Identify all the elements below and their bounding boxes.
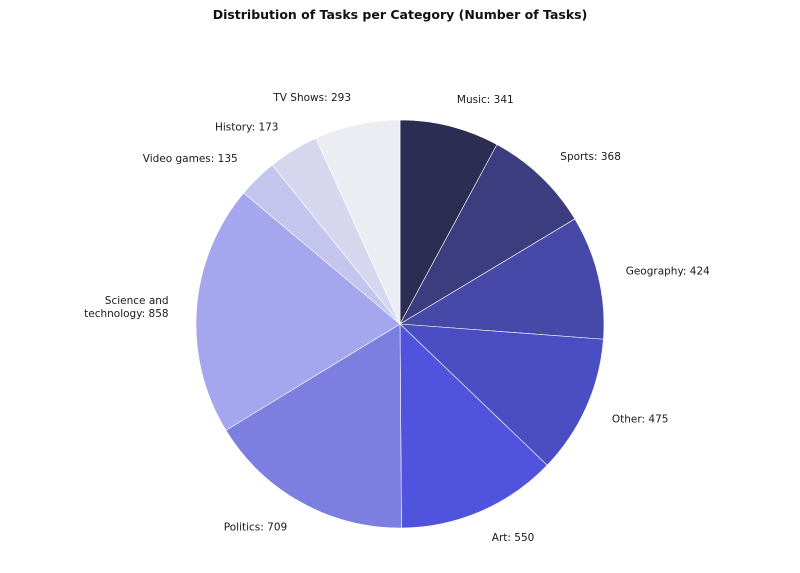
pie-slice-politics (225, 323, 402, 529)
slice-label-geography: Geography: 424 (626, 265, 710, 277)
slice-label-other: Other: 475 (612, 414, 669, 426)
pie-slices (195, 119, 605, 529)
slice-label-politics: Politics: 709 (224, 522, 287, 534)
slice-label-art: Art: 550 (492, 532, 535, 544)
pie-slice-geography (399, 218, 605, 340)
slice-label-video-games: Video games: 135 (143, 153, 238, 165)
pie-slice-sports (399, 144, 576, 325)
slice-label-music: Music: 341 (457, 94, 514, 106)
slice-label-tv-shows: TV Shows: 293 (272, 92, 351, 104)
pie-slice-tv-shows (315, 119, 401, 325)
pie-slice-other (399, 323, 604, 466)
slice-label-history: History: 173 (215, 121, 279, 133)
chart-title: Distribution of Tasks per Category (Numb… (212, 7, 588, 22)
pie-slice-art (399, 323, 548, 529)
slice-label-science-and-technology: Science and technology: 858 (84, 295, 168, 320)
pie-labels: Music: 341 Sports: 368 Geography: 424 Other… (84, 92, 710, 544)
pie-slice-music (399, 119, 498, 325)
pie-slice-science-and-technology (195, 192, 401, 431)
slice-label-sports: Sports: 368 (560, 151, 621, 163)
